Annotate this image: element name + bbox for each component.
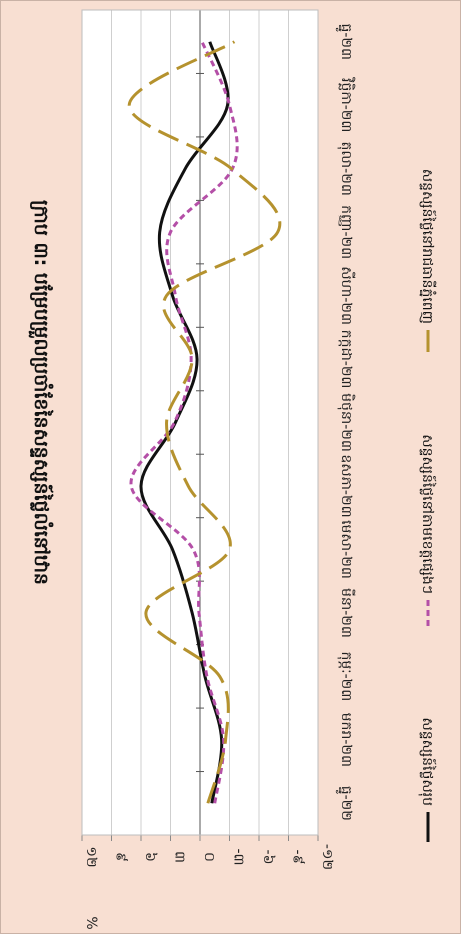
legend-label-2: សន្ទស្សន៍ថ្លៃនៅតាមខេត្តផ្សេងៗ xyxy=(419,434,437,594)
legend-label-3: សន្ទស្សន៍ថ្លៃនៅរាជធានីភ្នំពេញ xyxy=(419,169,437,324)
series-line-1 xyxy=(139,41,230,804)
category-label: តុលា-២៣ xyxy=(337,142,354,196)
category-label: មីនា-២៣ xyxy=(338,588,356,638)
category-label: ឧសភា-២៣ xyxy=(338,454,354,517)
value-tick-label: ៣ xyxy=(172,851,188,863)
category-label: វិច្ឆិកា-២៣ xyxy=(338,76,356,132)
value-tick-label: -៦ xyxy=(260,850,276,865)
plot-border xyxy=(81,9,319,836)
plot-area: -១២ -៩ -៦ -៣ ០ ៣ ៦ ៩ ១២% xyxy=(81,9,335,930)
value-tick-label: -១២ xyxy=(319,844,335,870)
category-label: ធ្នូ-២២ xyxy=(335,786,354,821)
value-tick-label: -៩ xyxy=(290,850,306,865)
unit-label: % xyxy=(83,916,99,929)
category-label: សីហា-២៣ xyxy=(338,266,356,325)
category-label: មករា-២៣ xyxy=(338,713,354,767)
category-label: ធ្នូ-២៣ xyxy=(335,23,354,60)
category-label: មេសា-២៣ xyxy=(338,520,354,579)
value-tick-label: ០ xyxy=(201,852,217,862)
category-label: មិថុនា-២៣ xyxy=(337,393,356,452)
category-label: កញ្ញា-២៣ xyxy=(338,205,354,259)
legend-label-1: សន្ទស្សន៍ថ្លៃសរុប xyxy=(418,717,437,806)
legend: សន្ទស្សន៍ថ្លៃសរុប សន្ទស្សន៍ថ្លៃនៅតាមខេត្ត… xyxy=(418,169,437,842)
value-tick-label: ៩ xyxy=(113,852,129,862)
category-label: កុម្ភៈ-២៣ xyxy=(337,652,354,702)
value-tick-label: ១២ xyxy=(83,846,99,867)
chart-title: ក្រាប ៣: បម្រែបម្រួលប្រចាំខែនៃសន្ទស្សន៍ថ… xyxy=(28,200,54,585)
category-label: កក្កដា-២៣ xyxy=(338,330,354,389)
value-tick-label: -៣ xyxy=(231,848,247,865)
value-tick-label: ៦ xyxy=(142,852,158,862)
